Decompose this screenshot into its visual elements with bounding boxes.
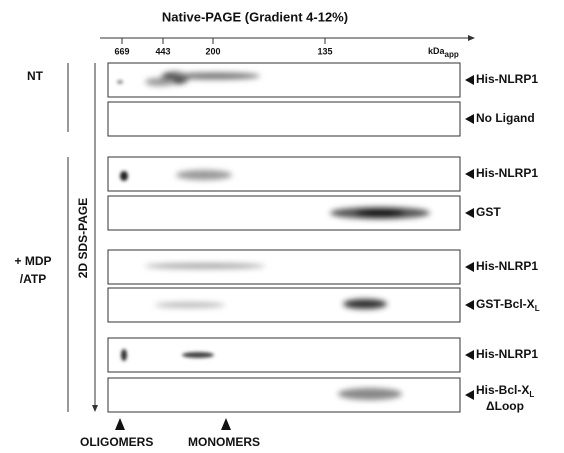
- oligomers-label: OLIGOMERS: [80, 435, 153, 449]
- row-pointer: [465, 169, 474, 179]
- marker-label: 135: [317, 46, 332, 56]
- gel-panel: [107, 377, 461, 413]
- row-label: GST-Bcl-XL: [476, 297, 540, 313]
- row-label-line2: ΔLoop: [486, 399, 524, 413]
- row-label: No Ligand: [476, 111, 535, 125]
- row-label: His-NLRP1: [476, 72, 538, 86]
- marker-label: 669: [114, 46, 129, 56]
- nt-label: NT: [27, 69, 44, 83]
- row-pointer: [465, 390, 474, 400]
- bands: [117, 72, 430, 400]
- arrow-head: [92, 405, 98, 412]
- row-label-text: GST: [476, 205, 501, 219]
- arrow-head: [468, 35, 475, 41]
- row-pointer: [465, 350, 474, 360]
- row-pointer: [465, 75, 474, 85]
- row-label: GST: [476, 205, 501, 219]
- gel-panel: [107, 337, 461, 373]
- row-label: His-NLRP1: [476, 347, 538, 361]
- monomer-marker: [221, 418, 231, 430]
- row-label: His-NLRP1: [476, 259, 538, 273]
- marker-label: 200: [205, 46, 220, 56]
- row-label-text: His-NLRP1: [476, 347, 538, 361]
- row-label-sub: L: [535, 304, 540, 313]
- axis-label: 2D SDS-PAGE: [76, 198, 90, 278]
- row-label-text: No Ligand: [476, 111, 535, 125]
- row-label: His-NLRP1: [476, 166, 538, 180]
- oligomer-marker: [115, 418, 125, 430]
- unit-label: kDaapp: [428, 46, 459, 59]
- row-label-text: His-Bcl-X: [476, 383, 529, 397]
- gel-panel: [107, 249, 461, 285]
- monomers-label: MONOMERS: [188, 435, 260, 449]
- gel-panel: [107, 156, 461, 192]
- row-label-text: His-NLRP1: [476, 166, 538, 180]
- row-pointer: [465, 262, 474, 272]
- row-pointer: [465, 208, 474, 218]
- row-label-sub: L: [529, 390, 534, 399]
- row-label-text: GST-Bcl-X: [476, 297, 535, 311]
- treatment-label: /ATP: [20, 272, 46, 286]
- treatment-label: + MDP: [14, 254, 51, 268]
- figure-title: Native-PAGE (Gradient 4-12%): [162, 9, 348, 24]
- row-pointer: [465, 114, 474, 124]
- marker-label: 443: [155, 46, 170, 56]
- gel-panel: [107, 101, 461, 137]
- row-label-text: His-NLRP1: [476, 72, 538, 86]
- row-label-text: His-NLRP1: [476, 259, 538, 273]
- row-pointer: [465, 300, 474, 310]
- row-label: His-Bcl-XL: [476, 383, 534, 399]
